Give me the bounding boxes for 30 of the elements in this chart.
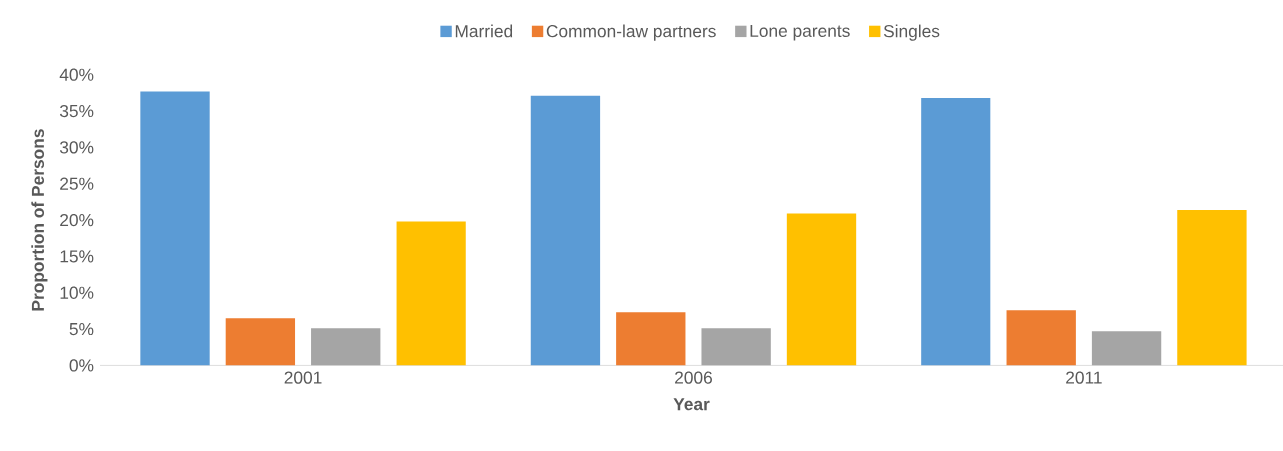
x-axis-title: Year (673, 398, 710, 411)
x-tick-label: 2006 (675, 371, 712, 384)
bar (396, 221, 466, 366)
y-tick-label: 40% (59, 68, 94, 81)
bar (1091, 331, 1162, 366)
x-tick-label: 2001 (284, 371, 322, 384)
legend-label: Singles (883, 24, 940, 41)
y-tick-label: 0% (69, 359, 94, 372)
bar (616, 312, 686, 366)
y-tick-label: 15% (60, 250, 94, 263)
legend-label: Married (455, 24, 513, 38)
legend-label: Lone parents (750, 25, 850, 41)
y-tick-label: 25% (60, 177, 94, 190)
bar (1006, 310, 1076, 366)
bar (225, 318, 296, 366)
y-tick-label: 5% (69, 323, 94, 336)
bar (530, 95, 601, 366)
y-tick-label: 10% (60, 286, 94, 299)
bar (311, 328, 381, 366)
bar (921, 98, 991, 366)
y-tick-label: 20% (60, 214, 94, 227)
bar (786, 213, 857, 366)
x-tick-label: 2011 (1066, 371, 1102, 384)
legend-label: Common-law partners (546, 24, 716, 41)
y-tick-label: 30% (59, 141, 94, 154)
y-axis-title: Proportion of Persons (31, 129, 48, 311)
bar (140, 91, 210, 366)
y-tick-label: 35% (59, 105, 94, 118)
bar (701, 328, 771, 366)
bar (1177, 209, 1247, 366)
